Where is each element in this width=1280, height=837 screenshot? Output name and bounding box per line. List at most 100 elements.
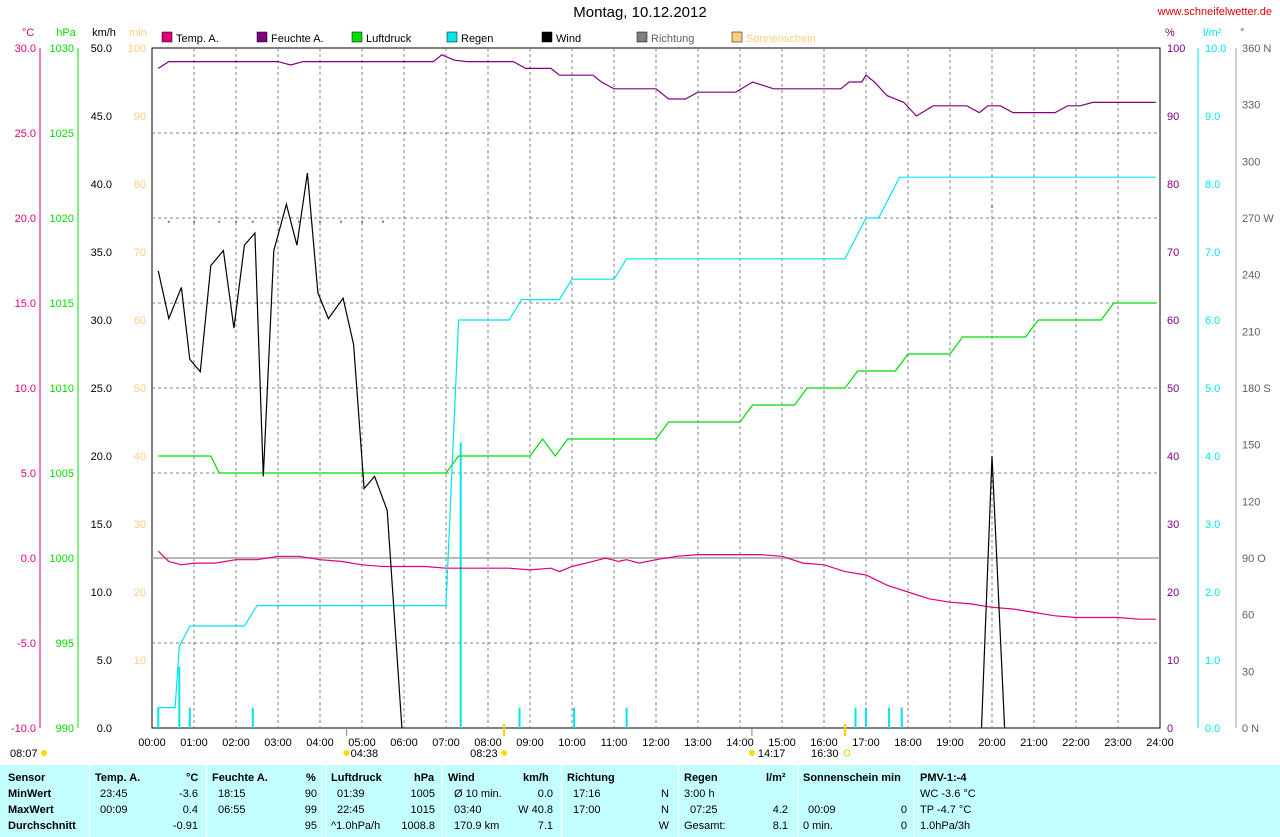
rain-bar bbox=[900, 707, 903, 728]
legend-label: Wind bbox=[556, 33, 581, 45]
direction-tick-label: 240 bbox=[1242, 270, 1260, 282]
chart-title: Montag, 10.12.2012 bbox=[573, 4, 707, 21]
moonrise-icon bbox=[343, 750, 350, 756]
sun-tick-label: 70 bbox=[134, 247, 146, 259]
chart-grid bbox=[151, 47, 1161, 729]
humidity-tick-label: 80 bbox=[1167, 179, 1179, 191]
stats-wind-min: 0.0 bbox=[537, 788, 553, 800]
x-tick-label: 15:00 bbox=[768, 737, 796, 749]
wind-tick-label: 10.0 bbox=[91, 587, 112, 599]
sun-icon bbox=[501, 750, 508, 756]
direction-point bbox=[991, 205, 993, 208]
stats-press-min: 1005 bbox=[410, 788, 435, 800]
x-tick-label: 17:00 bbox=[852, 737, 880, 749]
direction-tick-label: 360 N bbox=[1242, 43, 1271, 55]
stats-header-sun: Sonnenschein min bbox=[803, 772, 901, 784]
x-tick-label: 00:00 bbox=[138, 737, 166, 749]
stats-hum-max-time: 06:55 bbox=[218, 804, 246, 816]
temp-tick-label: 30.0 bbox=[15, 43, 36, 55]
stats-header-press: Luftdruck bbox=[331, 772, 382, 784]
stats-row-label: MaxWert bbox=[8, 804, 54, 816]
stats-hum-min-time: 18:15 bbox=[218, 788, 246, 800]
rain-bar bbox=[459, 442, 462, 728]
weather-chart: -10.0 -5.0 0.0 5.0 10.0 15.0 20.0 25.0 30.0 °C 990… bbox=[10, 27, 1274, 760]
stats-hum-min: 90 bbox=[304, 788, 317, 800]
direction-point bbox=[193, 220, 195, 223]
rain-tick-label: 7.0 bbox=[1205, 247, 1220, 259]
legend-swatch bbox=[636, 31, 648, 43]
stats-sun-max: 0 bbox=[900, 804, 907, 816]
pressure-tick-label: 1020 bbox=[50, 213, 74, 225]
sunset-time: 16:30 bbox=[811, 748, 839, 760]
legend-label: Luftdruck bbox=[366, 33, 412, 45]
stats-press-trend: ^1.0hPa/h bbox=[331, 820, 381, 832]
sun-tick-label: 40 bbox=[134, 451, 146, 463]
solar-marker-time: 08:23 bbox=[470, 748, 498, 760]
sun-tick-label: 60 bbox=[134, 315, 146, 327]
wind-tick-label: 45.0 bbox=[91, 111, 112, 123]
temp-axis-unit: °C bbox=[22, 27, 34, 39]
rain-bar bbox=[518, 707, 521, 728]
stats-temp-max: 0.4 bbox=[182, 804, 198, 816]
sun-tick-label: 20 bbox=[134, 587, 146, 599]
stats-header-temp-unit: °C bbox=[186, 772, 199, 784]
direction-point bbox=[218, 220, 221, 223]
rain-bar bbox=[854, 707, 857, 728]
temp-tick-label: 10.0 bbox=[15, 383, 36, 395]
humidity-axis-unit: % bbox=[1165, 27, 1175, 39]
wind-tick-label: 20.0 bbox=[91, 451, 112, 463]
direction-point bbox=[251, 220, 254, 223]
rain-tick-label: 2.0 bbox=[1205, 587, 1220, 599]
stats-header-pmv: PMV-1:-4 bbox=[920, 772, 967, 784]
direction-tick-label: 150 bbox=[1242, 440, 1260, 452]
rain-bar bbox=[888, 707, 891, 728]
sun-tick-label: 100 bbox=[128, 43, 146, 55]
humidity-tick-label: 20 bbox=[1167, 587, 1179, 599]
x-axis: 00:00 01:00 02:00 03:00 04:00 05:00 06:00 07:00… bbox=[138, 737, 1174, 749]
x-tick-label: 11:00 bbox=[601, 737, 628, 749]
humidity-tick-label: 40 bbox=[1167, 451, 1179, 463]
sun-tick-label: 80 bbox=[134, 179, 146, 191]
direction-tick-label: 120 bbox=[1242, 496, 1260, 508]
stats-header-rain: Regen bbox=[684, 772, 718, 784]
rain-tick-label: 0.0 bbox=[1205, 723, 1220, 735]
pressure-axis-unit: hPa bbox=[56, 27, 76, 39]
stats-rain-max-time: 07:25 bbox=[690, 804, 718, 816]
stats-sun-total-label: 0 min. bbox=[803, 820, 833, 832]
temp-tick-label: 15.0 bbox=[15, 298, 36, 310]
series-line-wind bbox=[157, 173, 403, 729]
stats-rain-min-time: 3:00 h bbox=[684, 788, 715, 800]
direction-tick-label: 60 bbox=[1242, 610, 1254, 622]
stats-hum-max: 99 bbox=[304, 804, 317, 816]
humidity-tick-label: 100 bbox=[1167, 43, 1185, 55]
pressure-tick-label: 1030 bbox=[50, 43, 74, 55]
x-tick-label: 09:00 bbox=[516, 737, 544, 749]
pressure-tick-label: 995 bbox=[56, 638, 74, 650]
legend-label: Regen bbox=[461, 33, 493, 45]
wind-axis-unit: km/h bbox=[92, 27, 116, 39]
stats-pmv-wc: WC -3.6 °C bbox=[920, 788, 976, 800]
rain-tick-label: 1.0 bbox=[1205, 655, 1220, 667]
stats-sun-max-time: 00:09 bbox=[808, 804, 836, 816]
stats-press-min-time: 01:39 bbox=[337, 788, 365, 800]
humidity-tick-label: 70 bbox=[1167, 247, 1179, 259]
stats-press-max-time: 22:45 bbox=[337, 804, 365, 816]
stats-dir-min-time: 17:16 bbox=[573, 788, 601, 800]
wind-tick-label: 0.0 bbox=[97, 723, 112, 735]
pressure-tick-label: 990 bbox=[56, 723, 74, 735]
stats-header-hum: Feuchte A. bbox=[212, 772, 268, 784]
wind-tick-label: 30.0 bbox=[91, 315, 112, 327]
humidity-tick-label: 30 bbox=[1167, 519, 1179, 531]
wind-tick-label: 25.0 bbox=[91, 383, 112, 395]
direction-point bbox=[319, 220, 321, 223]
left-axes: -10.0 -5.0 0.0 5.0 10.0 15.0 20.0 25.0 30.0 °C 990… bbox=[11, 27, 147, 735]
direction-tick-label: 30 bbox=[1242, 666, 1254, 678]
stats-temp-avg: -0.91 bbox=[172, 820, 198, 832]
direction-tick-label: 90 O bbox=[1242, 553, 1266, 565]
temp-tick-label: 20.0 bbox=[15, 213, 36, 225]
sunset-icon bbox=[843, 749, 851, 757]
stats-header-temp: Temp. A. bbox=[95, 772, 141, 784]
series-line-rain bbox=[158, 176, 1156, 709]
rain-tick-label: 3.0 bbox=[1205, 519, 1220, 531]
website-link[interactable]: www.schneifelwetter.de bbox=[1157, 6, 1272, 18]
